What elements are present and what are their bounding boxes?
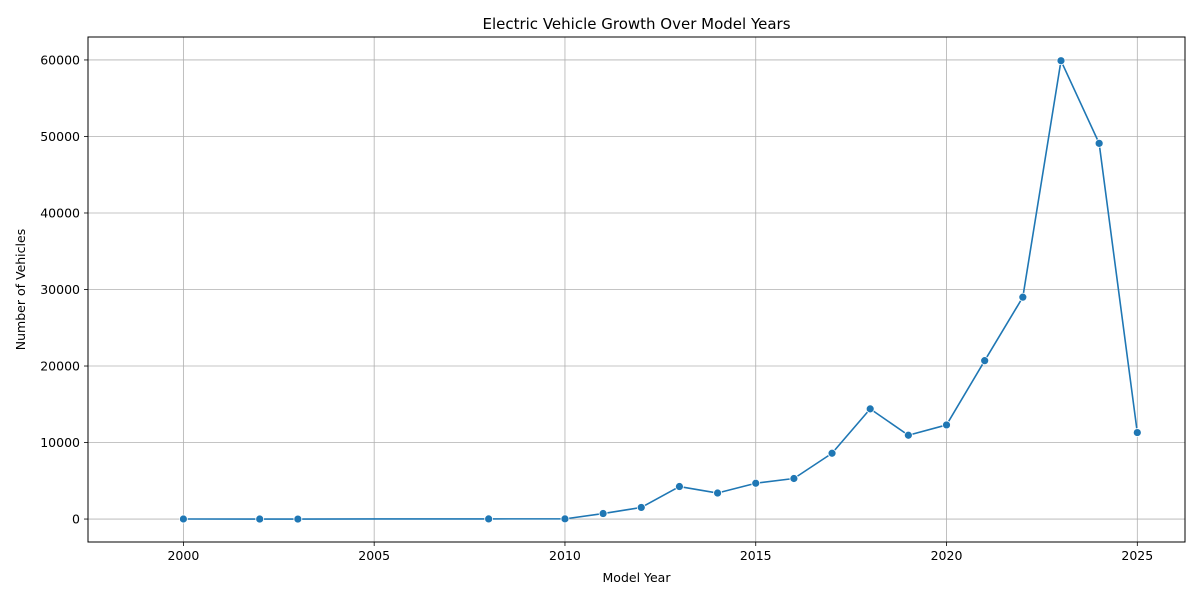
data-point <box>1094 138 1104 148</box>
tick-layer: 2000 2005 2010 2015 2020 2025 0 10000 20000 30000… <box>40 52 1153 563</box>
series-line <box>183 59 1139 520</box>
data-point <box>255 514 265 524</box>
y-tick-label: 40000 <box>40 205 80 220</box>
data-point <box>675 482 684 491</box>
x-tick-label: 2025 <box>1121 548 1153 563</box>
data-point <box>484 514 494 524</box>
x-tick-label: 2005 <box>358 548 390 563</box>
y-tick-label: 60000 <box>40 52 80 67</box>
data-point <box>293 514 303 524</box>
y-tick-label: 20000 <box>40 359 80 374</box>
data-point <box>980 356 990 366</box>
x-tick-label: 2010 <box>549 548 581 563</box>
data-point <box>789 474 799 483</box>
x-tick-label: 2015 <box>740 548 772 563</box>
data-point <box>751 478 761 488</box>
data-point <box>1132 428 1142 437</box>
x-tick-label: 2000 <box>167 548 199 563</box>
data-point <box>865 404 875 414</box>
data-point <box>178 514 188 524</box>
data-point <box>560 514 570 524</box>
x-axis-label: Model Year <box>603 570 672 585</box>
y-tick-label: 0 <box>72 512 80 527</box>
data-point <box>598 509 608 518</box>
data-point <box>713 488 722 498</box>
chart-title: Electric Vehicle Growth Over Model Years <box>482 15 790 33</box>
data-point <box>1018 292 1028 302</box>
y-tick-label: 10000 <box>40 435 80 450</box>
grid-layer <box>88 37 1185 542</box>
y-axis-label: Number of Vehicles <box>13 229 28 350</box>
data-point <box>1056 56 1066 66</box>
data-point <box>942 420 951 430</box>
data-point <box>903 430 913 440</box>
y-tick-label: 50000 <box>40 129 80 144</box>
x-tick-label: 2020 <box>931 548 963 563</box>
data-point <box>636 503 646 512</box>
y-tick-label: 30000 <box>40 282 80 297</box>
series-layer <box>178 56 1142 524</box>
data-point <box>827 448 837 458</box>
